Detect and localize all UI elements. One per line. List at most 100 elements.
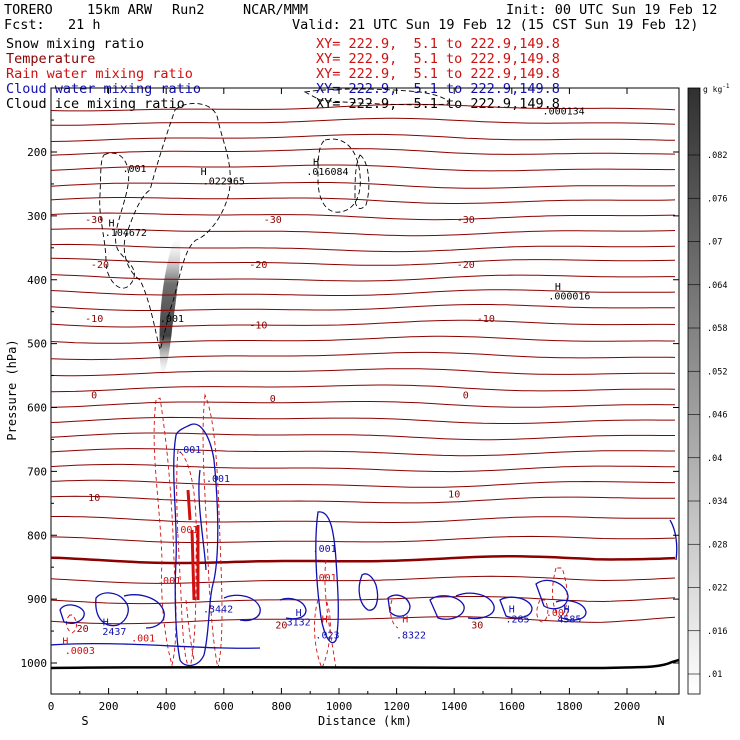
isotherm (51, 432, 675, 441)
isotherm (51, 335, 675, 344)
contour-annotation: H (322, 614, 328, 625)
contour-annotation: .022965 (203, 177, 245, 188)
contour-annotation: .023 (315, 630, 339, 641)
snow-shading (159, 232, 181, 380)
contour-annotation: .001 (206, 474, 230, 485)
y-tick-label: 800 (27, 529, 47, 542)
contour-annotation: .001 (160, 314, 184, 325)
temperature-label: -30 (85, 215, 103, 226)
contour-annotation: .104672 (105, 228, 147, 239)
x-axis-title: Distance (km) (318, 714, 412, 728)
isotherm (51, 575, 676, 584)
temperature-label: 0 (270, 394, 276, 405)
isotherm (51, 463, 675, 473)
colorbar-ticks: .082 .076 .07 .064 .058 .052 .046 .04 .034 .028 .0… (688, 151, 727, 680)
temperature-label: -30 (264, 215, 282, 226)
contour-annotation: .000134 (543, 106, 585, 117)
x-tick-label: 1400 (441, 700, 468, 713)
temperature-label: -20 (91, 260, 109, 271)
isotherm (51, 535, 676, 544)
legend-temperature-section: XY= 222.9, 5.1 to 222.9,149.8 (316, 51, 560, 67)
isotherm (51, 401, 675, 408)
colorbar-tick-label: .028 (707, 540, 727, 550)
contour-annotation: .001 (313, 573, 337, 584)
valid-time: Valid: 21 UTC Sun 19 Feb 12 (15 CST Sun … (292, 17, 699, 33)
forecast-hour: 21 h (68, 17, 101, 33)
legend-rain: Rain water mixing ratio (6, 66, 193, 82)
colorbar-unit: g kg-1 (703, 83, 730, 94)
plot-frame (50, 87, 680, 695)
model-resolution: 15km ARW (87, 2, 153, 18)
contour-annotation: .001 (122, 164, 146, 175)
colorbar-tick-label: .076 (707, 194, 727, 204)
isotherm (51, 495, 675, 504)
isotherm (51, 384, 676, 393)
isotherm (51, 103, 676, 112)
isotherm (51, 243, 676, 253)
contour-annotation: .007 (546, 608, 570, 619)
colorbar-tick-label: .052 (707, 367, 727, 377)
contour-annotations: .001 H.022965H.016084H.104672.001H.000016… (62, 106, 590, 657)
temperature-label: 10 (448, 490, 460, 501)
x-tick-label: 200 (99, 700, 119, 713)
legend-cloud-ice: Cloud ice mixing ratio (6, 96, 185, 112)
isotherm (51, 197, 676, 204)
colorbar-tick-label: .064 (707, 281, 727, 291)
cloud-ice-contours (99, 88, 449, 352)
isotherm (51, 516, 676, 523)
x-tick-label: 0 (48, 700, 55, 713)
contour-annotation: 4585 (557, 614, 581, 625)
colorbar (687, 87, 701, 695)
contour-annotation: H (201, 167, 207, 178)
y-tick-label: 700 (27, 465, 47, 478)
isotherm (51, 212, 676, 221)
isotherm (51, 479, 675, 488)
contour-annotation: .001 (157, 576, 181, 587)
y-tick-label: 500 (27, 338, 47, 351)
x-tick-label: 1000 (326, 700, 353, 713)
contour-annotation: 2437 (102, 627, 126, 638)
isotherm (51, 164, 675, 172)
temperature-isotherms (51, 103, 676, 625)
temperature-label: -20 (457, 260, 475, 271)
contour-annotation: H (402, 614, 408, 625)
colorbar-tick-label: .022 (707, 584, 727, 594)
isotherm (51, 228, 676, 237)
isotherm (51, 274, 675, 282)
contour-annotation: 3132 (287, 617, 311, 628)
model-run: Run2 (172, 2, 205, 18)
temperature-label: -10 (249, 320, 267, 331)
surface-line (51, 658, 679, 670)
temperature-label: -30 (457, 215, 475, 226)
cloud-water-contours (51, 423, 678, 667)
legend-snow-section: XY= 222.9, 5.1 to 222.9,149.8 (316, 36, 560, 52)
y-tick-label: 300 (27, 210, 47, 223)
temperature-label: 30 (471, 621, 483, 632)
contour-annotation: .001 (313, 544, 337, 555)
x-axis-south: S (81, 714, 88, 728)
model-org: NCAR/MMM (243, 2, 309, 18)
isotherm (51, 117, 676, 126)
colorbar-tick-label: .04 (707, 454, 722, 464)
contour-annotation: .001 (131, 633, 155, 644)
contour-annotation: .3442 (203, 605, 233, 616)
temperature-label: 10 (88, 493, 100, 504)
temperature-label: 20 (275, 621, 287, 632)
isotherm (51, 289, 676, 296)
x-axis-north: N (657, 714, 664, 728)
isotherm (51, 257, 676, 266)
isotherm (51, 616, 676, 625)
contour-annotation: .001 (174, 525, 198, 536)
y-tick-label: 600 (27, 402, 47, 415)
forecast-label: Fcst: (4, 17, 45, 33)
isotherm (51, 181, 676, 189)
contour-annotation: .0003 (65, 646, 95, 657)
isotherm (51, 416, 675, 424)
isotherm (51, 319, 676, 328)
isotherm (51, 148, 676, 156)
y-tick-label: 900 (27, 593, 47, 606)
isotherm (51, 596, 676, 605)
x-tick-label: 600 (214, 700, 234, 713)
y-axis-title: Pressure (hPa) (5, 339, 19, 440)
